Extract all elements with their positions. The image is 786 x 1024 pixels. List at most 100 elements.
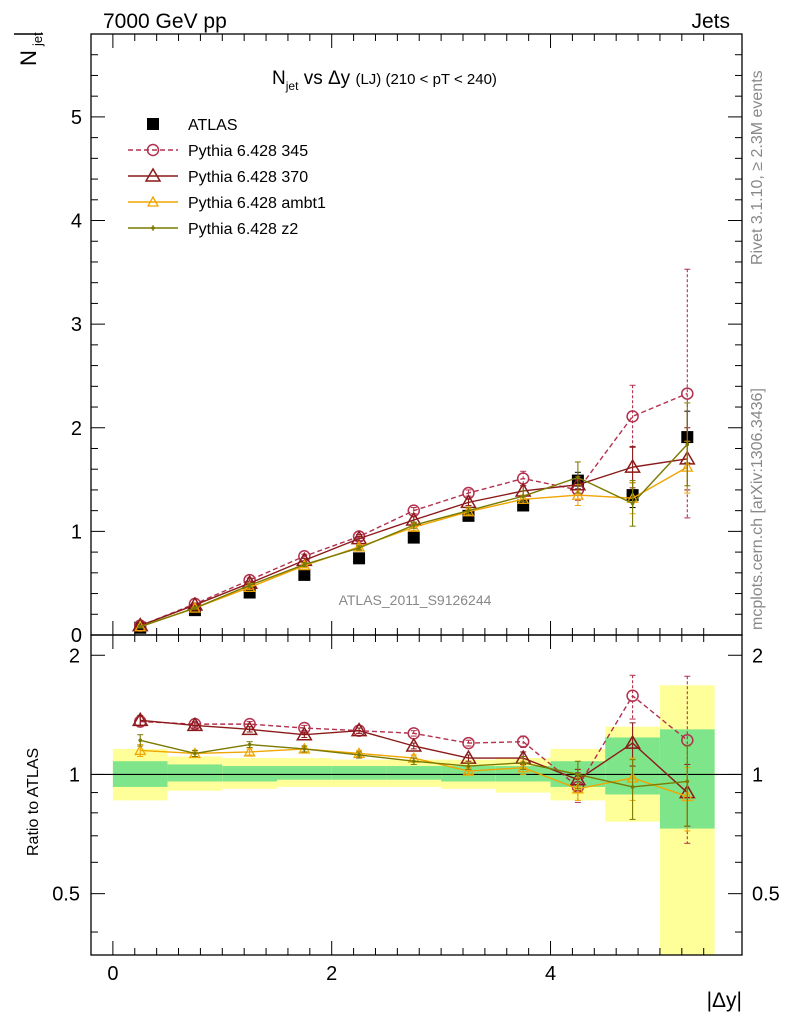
ratio-point	[350, 722, 368, 737]
top-point	[407, 531, 420, 544]
ratio-point	[247, 742, 252, 747]
ratio-point	[405, 737, 423, 752]
ratio-point	[466, 764, 471, 768]
title-sub: jet	[285, 79, 299, 93]
ratio-point	[138, 738, 143, 743]
ratio-y-tick-label: 2	[752, 645, 763, 667]
y-tick-label: 5	[71, 107, 82, 129]
ratio-frame	[90, 634, 743, 956]
title-tail: (210 < pT < 240)	[381, 71, 497, 88]
ratio-ylabel: Ratio to ATLAS	[25, 748, 42, 856]
top-series-1	[133, 268, 694, 632]
top-point	[298, 568, 311, 581]
y-tick-label: 1	[71, 521, 82, 543]
ratio-series-3	[137, 734, 691, 827]
title-main: N	[272, 68, 286, 89]
top-title: Njet vs Δy (LJ) (210 < pT < 240)	[272, 68, 497, 93]
mcplots-label: mcplots.cern.ch [arXiv:1306.3436]	[749, 388, 766, 630]
legend-marker	[146, 143, 160, 157]
legend-marker	[151, 226, 155, 230]
legend-label: Pythia 6.428 345	[188, 143, 308, 160]
y-tick-label: 2	[71, 418, 82, 440]
top-point	[630, 501, 635, 506]
ratio-xlabel: |Δy|	[707, 989, 742, 1012]
data-marks	[131, 268, 696, 844]
x-tick-label: 4	[545, 963, 556, 985]
ratio-point	[357, 753, 361, 757]
ratio-series-0	[133, 674, 694, 844]
top-point	[681, 387, 694, 400]
ratio-point	[685, 779, 690, 784]
title-mid: vs Δy	[298, 68, 355, 89]
x-tick-label: 0	[107, 963, 118, 985]
ratio-point	[134, 744, 147, 756]
top-ylabel-sub: jet	[30, 32, 45, 47]
legend-marker	[144, 167, 162, 182]
legend-label: ATLAS	[188, 117, 238, 134]
ratio-point	[411, 759, 416, 764]
top-point	[193, 606, 197, 610]
legend-label: Pythia 6.428 370	[188, 169, 308, 186]
ratio-point	[243, 745, 256, 757]
header-jets-label: Jets	[691, 10, 730, 33]
top-point	[685, 442, 690, 447]
ratio-series-1	[131, 711, 696, 827]
top-point	[462, 486, 475, 500]
top-point	[466, 508, 471, 513]
top-point	[138, 624, 143, 629]
top-point	[624, 458, 641, 473]
top-point	[186, 596, 204, 611]
ratio-point	[626, 689, 639, 703]
ratio-y-tick-label: 2	[69, 645, 80, 667]
inner-band-5	[386, 766, 442, 780]
top-series-4	[137, 402, 691, 629]
ratio-point	[186, 716, 204, 732]
y-tick-label: 4	[71, 211, 82, 233]
top-point	[521, 494, 525, 498]
top-point	[357, 546, 361, 550]
title-small: (LJ)	[355, 71, 381, 88]
header-energy-label: 7000 GeV pp	[103, 10, 227, 33]
top-point	[411, 523, 416, 527]
ratio-point	[296, 726, 313, 741]
ratio-y-tick-label: 1	[69, 764, 80, 786]
ratio-point	[516, 735, 530, 748]
ratio-point	[576, 772, 580, 777]
x-tick-label: 2	[326, 963, 337, 985]
ratio-point	[521, 761, 525, 765]
legend-marker	[146, 195, 160, 207]
ratio-point	[462, 764, 475, 776]
inner-band-2	[222, 766, 277, 782]
analysis-watermark: ATLAS_2011_S9126244	[339, 592, 492, 608]
ratio-point	[241, 720, 258, 736]
legend-label: Pythia 6.428 z2	[188, 221, 298, 238]
top-point	[407, 504, 421, 517]
ratio-point	[462, 736, 475, 750]
y-tick-label: 0	[71, 625, 82, 647]
ratio-uncertainty-bands	[91, 685, 742, 955]
top-point	[517, 492, 530, 504]
top-point	[302, 562, 307, 567]
inner-band-4	[331, 766, 387, 780]
ratio-point	[517, 761, 530, 773]
top-series-line	[139, 392, 688, 627]
legend-marker	[147, 118, 159, 130]
y-tick-label: 3	[71, 314, 82, 336]
top-point	[571, 488, 584, 500]
ratio-y-tick-label: 1	[752, 764, 763, 786]
top-ylabel-main: N	[16, 50, 41, 66]
ratio-point	[131, 711, 149, 727]
top-point	[626, 410, 639, 423]
legend-label: Pythia 6.428 ambt1	[188, 195, 326, 212]
ratio-y-tick-label: 0.5	[752, 884, 780, 906]
inner-band-3	[277, 766, 332, 780]
top-point	[247, 583, 252, 588]
top-point	[350, 530, 368, 545]
rivet-label: Rivet 3.1.10, ≥ 2.3M events	[749, 70, 766, 265]
ratio-y-tick-label: 0.5	[52, 884, 80, 906]
top-ylabel: N jet	[14, 32, 45, 66]
ratio-point	[302, 747, 307, 751]
inner-band-1	[167, 764, 223, 782]
